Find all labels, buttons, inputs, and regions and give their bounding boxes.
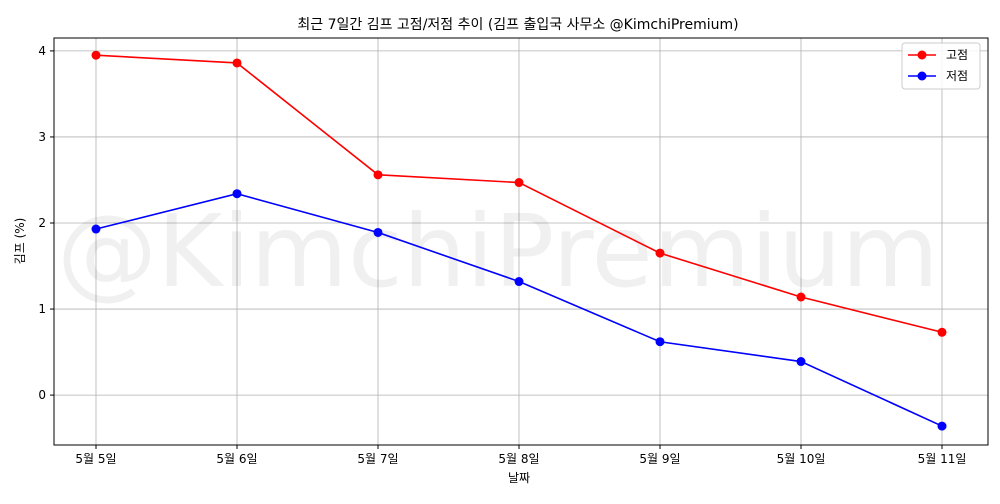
data-point bbox=[937, 421, 947, 431]
data-point bbox=[91, 50, 101, 60]
data-point bbox=[514, 277, 524, 287]
y-tick-label: 4 bbox=[38, 44, 46, 58]
y-tick-label: 2 bbox=[38, 216, 46, 230]
x-tick-label: 5월 7일 bbox=[357, 452, 398, 466]
data-point bbox=[655, 248, 665, 258]
series-group bbox=[91, 189, 947, 431]
legend-swatch-marker bbox=[917, 71, 927, 81]
x-tick-label: 5월 10일 bbox=[777, 452, 826, 466]
data-point bbox=[937, 327, 947, 337]
x-tick-label: 5월 6일 bbox=[216, 452, 257, 466]
data-point bbox=[232, 58, 242, 68]
chart-title: 최근 7일간 김프 고점/저점 추이 (김프 출입국 사무소 @KimchiPr… bbox=[297, 17, 738, 33]
legend-label: 고점 bbox=[946, 48, 968, 62]
x-tick-label: 5월 11일 bbox=[918, 452, 967, 466]
y-tick-label: 1 bbox=[38, 302, 46, 316]
data-point bbox=[514, 178, 524, 188]
plot-area-frame bbox=[53, 37, 989, 446]
legend-swatch-marker bbox=[917, 50, 927, 60]
data-point bbox=[373, 170, 383, 180]
y-tick-label: 3 bbox=[38, 130, 46, 144]
legend-box bbox=[901, 42, 981, 90]
y-axis-title: 김프 (%) bbox=[13, 218, 27, 265]
data-point bbox=[232, 189, 242, 199]
axis-ticks: 5월 5일 5월 6일 5월 7일 5월 8일 5월 9일 5월 10일 5월 11일 0 1 2… bbox=[38, 44, 966, 466]
data-point bbox=[91, 224, 101, 234]
legend-label: 저점 bbox=[946, 69, 968, 83]
x-tick-label: 5월 5일 bbox=[75, 452, 116, 466]
data-point bbox=[796, 292, 806, 302]
series-layer bbox=[91, 50, 947, 431]
data-point bbox=[373, 227, 383, 237]
watermark-text: @KimchiPremium bbox=[57, 193, 939, 310]
x-tick-label: 5월 8일 bbox=[498, 452, 539, 466]
x-axis-title: 날짜 bbox=[508, 471, 530, 485]
y-tick-label: 0 bbox=[38, 388, 46, 402]
data-point bbox=[796, 357, 806, 367]
series-group bbox=[91, 50, 947, 337]
data-point bbox=[655, 337, 665, 347]
grid-lines bbox=[54, 38, 988, 445]
x-tick-label: 5월 9일 bbox=[639, 452, 680, 466]
